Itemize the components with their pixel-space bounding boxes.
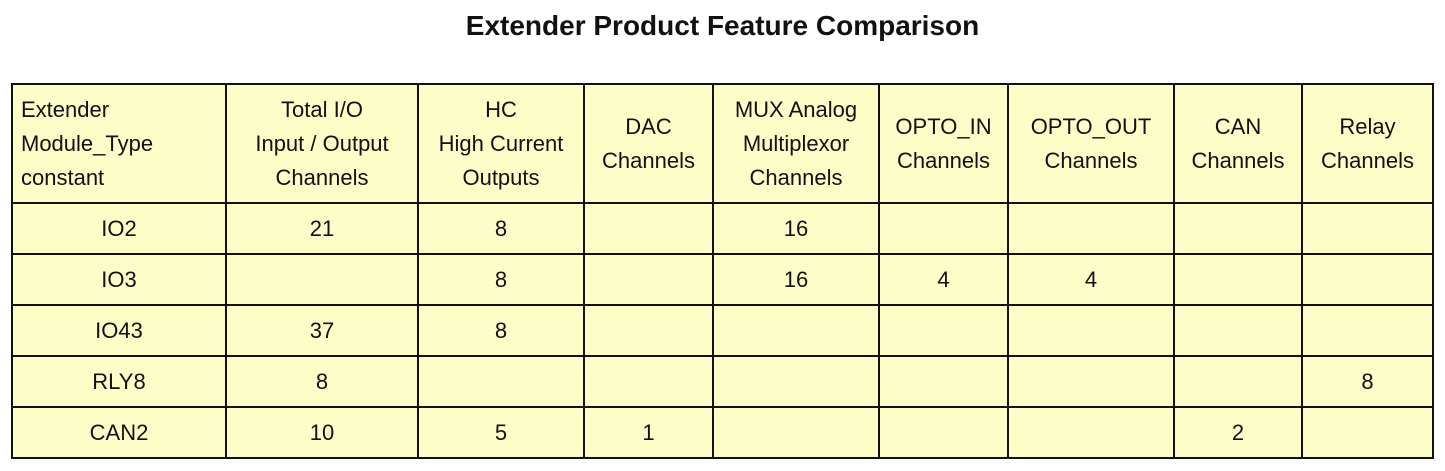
value-cell (1173, 355, 1303, 408)
header-line: Channels (275, 164, 369, 190)
header-line: Channels (1321, 147, 1414, 173)
value-cell (583, 355, 714, 408)
value-cell (712, 355, 880, 408)
table-body: IO2 21 8 16 IO3 8 16 4 4 IO43 37 8 RLY8 8 8 CAN2 10 5 1 2 (11, 202, 1434, 459)
value-cell (1007, 355, 1175, 408)
table-row: IO43 37 8 (11, 304, 1434, 357)
header-line: Channels (1191, 147, 1285, 173)
value-cell: 2 (1173, 406, 1303, 459)
value-cell: 16 (712, 253, 880, 306)
header-line: OPTO_IN (895, 113, 992, 139)
value-cell: 8 (1301, 355, 1434, 408)
value-cell: 1 (583, 406, 714, 459)
table-row: RLY8 8 8 (11, 355, 1434, 408)
header-cell: OPTO_IN Channels (878, 83, 1009, 204)
value-cell (225, 253, 419, 306)
header-cell: Relay Channels (1301, 83, 1434, 204)
module-cell: IO3 (11, 253, 227, 306)
header-line: DAC (625, 113, 672, 139)
value-cell (1173, 304, 1303, 357)
value-cell (1301, 253, 1434, 306)
module-cell: CAN2 (11, 406, 227, 459)
header-line: Outputs (462, 164, 540, 190)
header-line: Channels (749, 164, 843, 190)
header-line: Channels (602, 147, 695, 173)
header-line: MUX Analog (734, 96, 858, 122)
value-cell (1173, 202, 1303, 255)
value-cell: 8 (417, 202, 585, 255)
header-line: CAN (1214, 113, 1262, 139)
header-line: Relay (1339, 113, 1396, 139)
value-cell: 5 (417, 406, 585, 459)
value-cell (1007, 202, 1175, 255)
header-cell: CAN Channels (1173, 83, 1303, 204)
value-cell: 37 (225, 304, 419, 357)
value-cell: 8 (417, 304, 585, 357)
value-cell: 8 (225, 355, 419, 408)
header-line: Input / Output (255, 130, 389, 156)
header-line: Channels (1044, 147, 1138, 173)
value-cell (583, 253, 714, 306)
value-cell: 16 (712, 202, 880, 255)
header-line: OPTO_OUT (1030, 113, 1152, 139)
header-cell: HC High Current Outputs (417, 83, 585, 204)
value-cell (1007, 406, 1175, 459)
header-cell: DAC Channels (583, 83, 714, 204)
module-cell: IO43 (11, 304, 227, 357)
value-cell: 10 (225, 406, 419, 459)
header-cell: Extender Module_Type constant (11, 83, 227, 204)
header-line: High Current (438, 130, 564, 156)
value-cell: 8 (417, 253, 585, 306)
value-cell (417, 355, 585, 408)
value-cell (1173, 253, 1303, 306)
value-cell: 21 (225, 202, 419, 255)
value-cell: 4 (878, 253, 1009, 306)
value-cell: 4 (1007, 253, 1175, 306)
title: Extender Product Feature Comparison (465, 10, 980, 41)
header-cell: Total I/O Input / Output Channels (225, 83, 419, 204)
header-line: Extender (21, 96, 110, 122)
comparison-table: Extender Module_Type constant Total I/O Inpu… (11, 83, 1434, 459)
header-cell: MUX Analog Multiplexor Channels (712, 83, 880, 204)
header-cell: OPTO_OUT Channels (1007, 83, 1175, 204)
value-cell (1301, 406, 1434, 459)
value-cell (712, 304, 880, 357)
value-cell (1301, 202, 1434, 255)
table-row: IO2 21 8 16 (11, 202, 1434, 255)
header-line: constant (21, 164, 105, 190)
header-line: Multiplexor (742, 130, 850, 156)
header-line: Total I/O (281, 96, 363, 122)
value-cell (878, 355, 1009, 408)
value-cell (878, 202, 1009, 255)
module-cell: IO2 (11, 202, 227, 255)
value-cell (712, 406, 880, 459)
table-row: CAN2 10 5 1 2 (11, 406, 1434, 459)
header-row: Extender Module_Type constant Total I/O Inpu… (11, 83, 1434, 204)
header-line: Channels (897, 147, 990, 173)
header-line: HC (485, 96, 517, 122)
value-cell (1007, 304, 1175, 357)
value-cell (583, 304, 714, 357)
header-line: Module_Type (21, 130, 154, 156)
table-row: IO3 8 16 4 4 (11, 253, 1434, 306)
module-cell: RLY8 (11, 355, 227, 408)
value-cell (1301, 304, 1434, 357)
value-cell (878, 406, 1009, 459)
value-cell (878, 304, 1009, 357)
value-cell (583, 202, 714, 255)
